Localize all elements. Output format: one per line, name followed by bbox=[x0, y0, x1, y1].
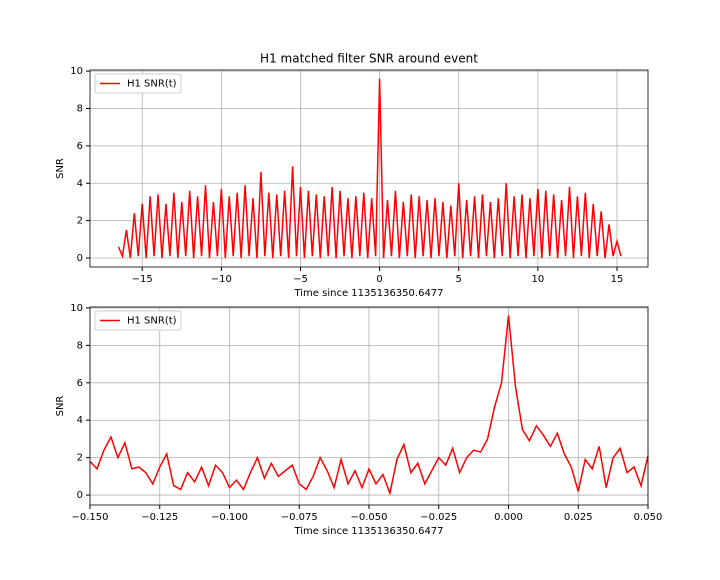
axes-frame bbox=[89, 306, 649, 506]
y-tick-label: 10 bbox=[70, 66, 83, 77]
x-tick-label: 0.025 bbox=[564, 512, 593, 523]
x-tick-label: −5 bbox=[293, 274, 308, 285]
x-tick-label: 10 bbox=[531, 274, 544, 285]
legend-box bbox=[94, 73, 182, 94]
y-tick-label: 10 bbox=[70, 303, 83, 314]
x-tick-label: −0.025 bbox=[420, 512, 457, 523]
y-axis-label: SNR bbox=[55, 158, 66, 179]
axes-frame bbox=[89, 69, 649, 268]
y-tick-label: 8 bbox=[77, 104, 83, 115]
y-tick-label: 6 bbox=[77, 141, 83, 152]
x-axis-label: Time since 1135136350.6477 bbox=[293, 288, 443, 299]
legend-label: H1 SNR(t) bbox=[127, 79, 177, 90]
x-tick-label: 0.050 bbox=[634, 512, 663, 523]
x-tick-label: −0.050 bbox=[350, 512, 387, 523]
x-tick-label: 5 bbox=[456, 274, 462, 285]
chart-title: H1 matched filter SNR around event bbox=[260, 52, 478, 66]
y-tick-label: 2 bbox=[77, 453, 83, 464]
x-axis-label: Time since 1135136350.6477 bbox=[293, 526, 443, 537]
y-tick-label: 0 bbox=[77, 490, 83, 501]
x-tick-label: −15 bbox=[132, 274, 153, 285]
x-tick-label: −10 bbox=[211, 274, 232, 285]
y-tick-label: 4 bbox=[77, 415, 83, 426]
data-line bbox=[117, 78, 622, 259]
y-tick-label: 2 bbox=[77, 216, 83, 227]
y-axis-label: SNR bbox=[55, 396, 66, 417]
y-tick-label: 8 bbox=[77, 340, 83, 351]
x-tick-label: −0.125 bbox=[141, 512, 178, 523]
x-tick-label: 0 bbox=[376, 274, 382, 285]
legend-label: H1 SNR(t) bbox=[127, 316, 177, 327]
x-tick-label: 0.000 bbox=[494, 512, 523, 523]
y-tick-label: 0 bbox=[77, 253, 83, 264]
x-tick-label: −0.075 bbox=[281, 512, 318, 523]
y-tick-label: 4 bbox=[77, 178, 83, 189]
legend-box bbox=[94, 310, 182, 331]
x-tick-label: −0.150 bbox=[71, 512, 108, 523]
data-line bbox=[89, 315, 649, 496]
x-tick-label: −0.100 bbox=[211, 512, 248, 523]
y-tick-label: 6 bbox=[77, 378, 83, 389]
x-tick-label: 15 bbox=[611, 274, 624, 285]
